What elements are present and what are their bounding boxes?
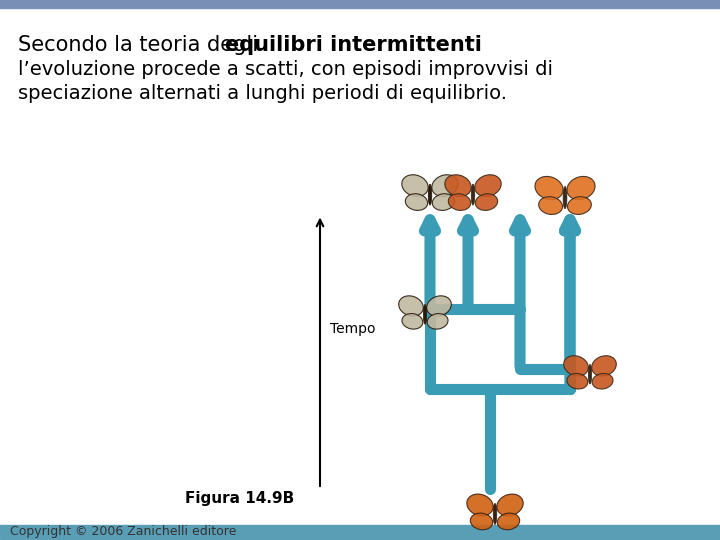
Text: speciazione alternati a lunghi periodi di equilibrio.: speciazione alternati a lunghi periodi d… — [18, 84, 507, 103]
Text: Tempo: Tempo — [330, 322, 376, 336]
Ellipse shape — [563, 186, 567, 209]
Ellipse shape — [423, 305, 427, 324]
Bar — [0, 0, 720, 8]
Text: l’evoluzione procede a scatti, con episodi improvvisi di: l’evoluzione procede a scatti, con episo… — [18, 60, 553, 79]
Ellipse shape — [467, 494, 493, 516]
Ellipse shape — [474, 175, 501, 197]
Ellipse shape — [539, 197, 562, 214]
Ellipse shape — [592, 356, 616, 376]
Ellipse shape — [428, 184, 432, 205]
Ellipse shape — [475, 194, 498, 211]
Ellipse shape — [432, 175, 458, 197]
Ellipse shape — [567, 374, 588, 389]
Ellipse shape — [564, 356, 588, 376]
Ellipse shape — [493, 503, 497, 524]
Ellipse shape — [432, 194, 454, 211]
Ellipse shape — [399, 296, 423, 316]
Text: Secondo la teoria degli: Secondo la teoria degli — [18, 35, 265, 55]
Ellipse shape — [471, 184, 474, 205]
Ellipse shape — [470, 513, 492, 530]
Text: Copyright © 2006 Zanichelli editore: Copyright © 2006 Zanichelli editore — [10, 525, 236, 538]
Ellipse shape — [427, 296, 451, 316]
Ellipse shape — [497, 494, 523, 516]
Bar — [0, 525, 720, 539]
Text: equilibri intermittenti: equilibri intermittenti — [225, 35, 482, 55]
Ellipse shape — [592, 374, 613, 389]
Ellipse shape — [535, 177, 563, 200]
Ellipse shape — [567, 177, 595, 200]
Ellipse shape — [402, 175, 428, 197]
Ellipse shape — [445, 175, 471, 197]
Ellipse shape — [427, 314, 448, 329]
Text: Figura 14.9B: Figura 14.9B — [185, 491, 294, 507]
Ellipse shape — [405, 194, 428, 211]
Ellipse shape — [567, 197, 591, 214]
Ellipse shape — [498, 513, 520, 530]
Ellipse shape — [402, 314, 423, 329]
Ellipse shape — [449, 194, 471, 211]
Ellipse shape — [588, 364, 592, 384]
